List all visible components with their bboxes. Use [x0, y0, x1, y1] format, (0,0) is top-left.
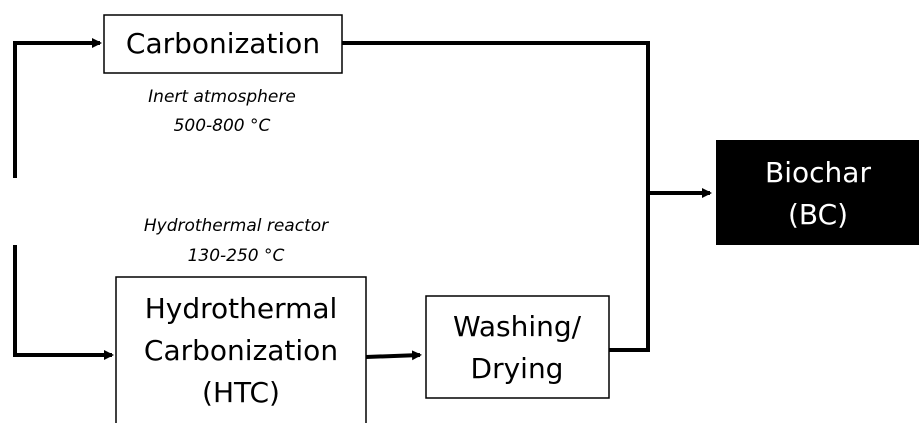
annotation: 500-800 °C [174, 116, 271, 136]
node-label: (HTC) [202, 376, 280, 409]
node-label: Washing/ [453, 310, 582, 343]
node-label: Drying [471, 352, 564, 385]
line-washing-out [609, 193, 650, 352]
annotation: Inert atmosphere [148, 87, 296, 107]
arrow-htc-to-washing [365, 350, 422, 361]
annotation: 130-250 °C [188, 246, 285, 266]
line-carbonization-out [342, 41, 650, 193]
washing-box [425, 295, 610, 399]
annotation: Hydrothermal reactor [144, 216, 329, 236]
node-label: Hydrothermal [145, 292, 338, 325]
htc-box [115, 276, 367, 423]
arrow-to-htc [13, 245, 114, 360]
biochar-box [716, 140, 919, 245]
carbonization-box [103, 14, 343, 74]
node-label: (BC) [788, 198, 848, 231]
node-label: Biochar [765, 156, 871, 189]
node-label: Carbonization [144, 334, 338, 367]
node-label: Carbonization [126, 27, 320, 60]
arrow-to-carbonization [13, 38, 102, 178]
